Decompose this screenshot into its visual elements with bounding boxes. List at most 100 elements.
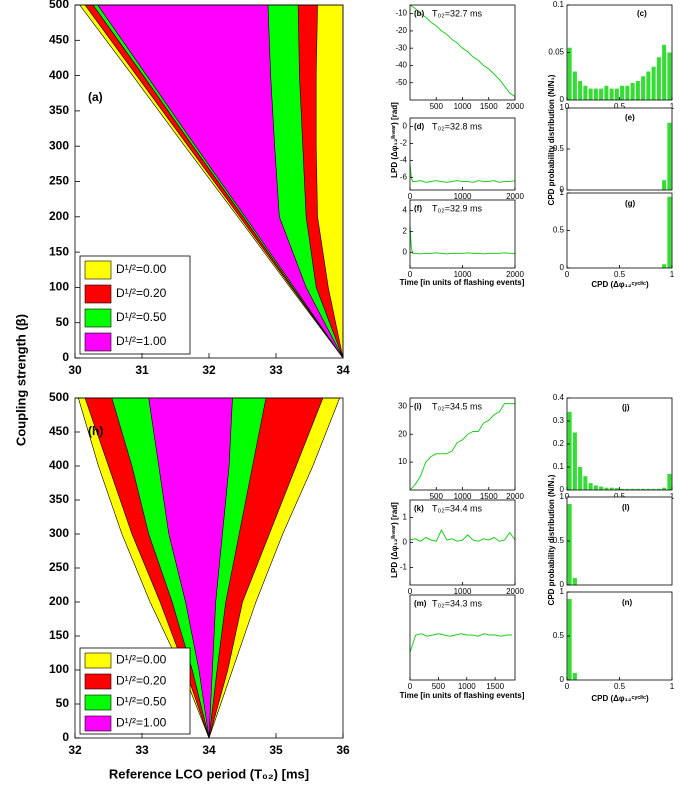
y-tick-label: 4 (403, 206, 408, 215)
data-line (409, 226, 515, 255)
y-tick-label: -2 (400, 139, 408, 148)
legend-swatch (84, 260, 112, 280)
histogram-bar (656, 488, 661, 490)
y-tick-label: 450 (49, 32, 69, 46)
y-tick-label: 500 (49, 0, 69, 11)
plot-area (567, 497, 672, 585)
data-line (409, 4, 516, 97)
legend-swatch (84, 715, 112, 732)
x-tick-label: 0 (565, 102, 570, 111)
histogram-bar (662, 264, 667, 268)
data-line (409, 633, 513, 653)
legend-label: D¹/²=1.00 (116, 716, 167, 730)
y-tick-label: -1 (400, 563, 408, 572)
histogram-bar (630, 82, 635, 100)
y-tick-label: 150 (49, 244, 69, 258)
histogram-bar (641, 488, 646, 490)
histogram-bar (609, 88, 614, 100)
histogram-bar (662, 487, 667, 490)
y-tick-label: 50 (56, 696, 70, 710)
plot-area (410, 500, 515, 585)
y-tick-label: 20 (398, 429, 407, 438)
y-tick-label: -20 (395, 26, 407, 35)
legend-swatch (84, 308, 112, 328)
y-tick-label: 0 (560, 263, 565, 272)
legend-swatch (84, 694, 112, 711)
y-tick-label: 2 (403, 226, 408, 235)
y-tick-label: 1 (560, 188, 565, 197)
histogram-bar (593, 485, 598, 490)
x-tick-label: 1000 (454, 270, 472, 279)
y-tick-label: 0 (62, 730, 69, 744)
y-tick-label: 350 (49, 103, 69, 117)
x-tick-label: 2000 (506, 270, 524, 279)
panel-label: (g) (625, 199, 636, 208)
histogram-bar (662, 44, 667, 100)
legend-label: D¹/²=0.50 (116, 310, 167, 324)
legend-swatch (84, 284, 112, 304)
y-tick-label: 0 (62, 350, 69, 364)
panel-annotation: T₀₂=34.4 ms (432, 503, 482, 513)
histogram-bar (604, 487, 609, 490)
y-tick-label: 0.5 (553, 144, 565, 153)
x-tick-label: 1500 (486, 682, 504, 691)
y-tick-label: 200 (49, 594, 69, 608)
histogram-bar (599, 88, 604, 100)
y-tick-label: 0.5 (553, 226, 565, 235)
legend-swatch (84, 652, 112, 669)
histogram-bar (656, 57, 661, 100)
y-tick-label: 0 (403, 538, 408, 547)
x-tick-label: 2000 (506, 102, 524, 111)
histogram-bar (578, 81, 583, 100)
y-tick-label: 0 (560, 580, 565, 589)
y-tick-label: 1 (560, 103, 565, 112)
panel-label: (e) (625, 113, 635, 122)
y-tick-label: -50 (395, 78, 407, 87)
histogram-bar (646, 71, 651, 100)
y-tick-label: 400 (49, 68, 69, 82)
x-tick-label: 36 (336, 743, 350, 757)
legend-label: D¹/²=0.20 (116, 674, 167, 688)
histogram-bar (635, 488, 640, 490)
x-tick-label: 1500 (480, 102, 498, 111)
y-axis-label: Coupling strength (β) (13, 314, 28, 446)
histogram-bar (614, 488, 619, 490)
panel-label: (h) (88, 424, 103, 438)
histogram-bar (599, 486, 604, 490)
y-tick-label: 350 (49, 492, 69, 506)
histogram-bar (567, 599, 572, 680)
y-axis-label: CPD probability distribution (N/N₁) (547, 74, 556, 205)
y-tick-label: 100 (49, 280, 69, 294)
y-tick-label: -4 (400, 155, 408, 164)
histogram-bar (588, 483, 593, 490)
plot-area (567, 108, 672, 190)
x-tick-label: 1000 (454, 192, 472, 201)
y-tick-label: 450 (49, 424, 69, 438)
panel-label: (l) (622, 503, 630, 512)
legend-swatch (84, 332, 112, 352)
x-tick-label: 32 (202, 363, 216, 377)
data-line (409, 164, 516, 183)
plot-area (410, 5, 515, 100)
histogram-bar (630, 488, 635, 490)
panel-label: (a) (88, 90, 103, 104)
y-tick-label: 30 (398, 401, 407, 410)
x-tick-label: 2000 (506, 192, 524, 201)
x-tick-label: 31 (135, 363, 149, 377)
histogram-bar (662, 180, 667, 190)
histogram-bar (604, 85, 609, 100)
panel-label: (b) (414, 9, 425, 18)
plot-area (567, 592, 672, 680)
panel-label: (i) (414, 402, 422, 411)
histogram-bar (667, 122, 672, 190)
y-tick-label: 1 (403, 513, 408, 522)
y-tick-label: 250 (49, 560, 69, 574)
x-tick-label: 0.5 (614, 270, 626, 279)
x-tick-label: 33 (135, 743, 149, 757)
plot-area (410, 595, 515, 680)
panel-annotation: T₀₂=32.7 ms (432, 8, 482, 18)
y-tick-label: 0 (403, 122, 408, 131)
x-tick-label: 0 (408, 682, 413, 691)
legend-swatch (84, 673, 112, 690)
